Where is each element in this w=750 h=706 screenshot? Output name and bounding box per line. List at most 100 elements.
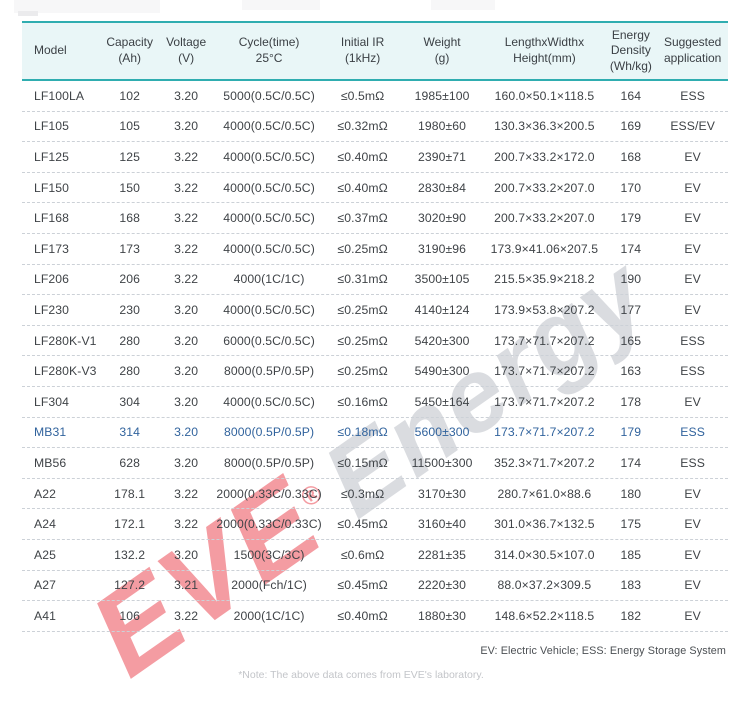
- cell-weight: 1985±100: [414, 88, 470, 103]
- cell-capacity: 280: [119, 364, 140, 379]
- cell-voltage: 3.20: [174, 455, 199, 470]
- cell-cycle: 8000(0.5P/0.5P): [223, 425, 315, 440]
- cropped-artifact-bar: [242, 0, 320, 10]
- cell-density: 170: [620, 180, 642, 195]
- cell-voltage: 3.20: [174, 394, 199, 409]
- cell-ir: ≤0.25mΩ: [337, 364, 388, 379]
- cell-weight: 3160±40: [418, 517, 467, 532]
- cell-voltage: 3.20: [174, 425, 199, 440]
- battery-spec-table: Model Capacity (Ah) Voltage (V) Cycle(time) 25…: [22, 21, 728, 632]
- cell-app: ESS/EV: [670, 119, 715, 134]
- cell-app: ESS: [680, 425, 705, 440]
- table-row-LF280K-V1: LF280K-V1 280 3.20 6000(0.5C/0.5C) ≤0.25mΩ 54…: [22, 326, 728, 357]
- cell-app: EV: [684, 517, 701, 532]
- cell-voltage: 3.20: [174, 119, 199, 134]
- cell-density: 178: [620, 394, 642, 409]
- cell-size: 200.7×33.2×207.0: [494, 211, 595, 226]
- table-row-LF168: LF168 168 3.22 4000(0.5C/0.5C) ≤0.37mΩ 3020±9…: [22, 203, 728, 234]
- cell-app: EV: [684, 302, 701, 317]
- cell-weight: 3020±90: [418, 211, 467, 226]
- column-header-app: Suggested application: [663, 35, 722, 65]
- cell-ir: ≤0.32mΩ: [337, 119, 388, 134]
- cell-voltage: 3.22: [174, 517, 199, 532]
- cell-model: A22: [34, 486, 56, 501]
- cell-size: 173.7×71.7×207.2: [494, 425, 595, 440]
- cell-size: 173.9×53.8×207.2: [494, 302, 595, 317]
- cell-cycle: 4000(0.5C/0.5C): [223, 149, 315, 164]
- cell-capacity: 125: [119, 149, 140, 164]
- table-row-MB31: MB31 314 3.20 8000(0.5P/0.5P) ≤0.18mΩ 5600±30…: [22, 418, 728, 449]
- cell-cycle: 4000(0.5C/0.5C): [223, 211, 315, 226]
- cell-density: 168: [620, 149, 642, 164]
- cell-weight: 3190±96: [418, 241, 467, 256]
- table-row-A27: A27 127.2 3.21 2000(Fch/1C) ≤0.45mΩ 2220±30 88…: [22, 571, 728, 602]
- cell-weight: 11500±300: [411, 455, 473, 470]
- table-row-A24: A24 172.1 3.22 2000(0.33C/0.33C) ≤0.45mΩ 3160…: [22, 509, 728, 540]
- cell-cycle: 6000(0.5C/0.5C): [223, 333, 315, 348]
- cell-size: 173.7×71.7×207.2: [494, 333, 595, 348]
- column-header-capacity: Capacity (Ah): [106, 35, 153, 65]
- cell-voltage: 3.20: [174, 88, 199, 103]
- cell-cycle: 8000(0.5P/0.5P): [223, 455, 315, 470]
- cell-ir: ≤0.5mΩ: [340, 88, 385, 103]
- cell-density: 190: [620, 272, 642, 287]
- cell-app: EV: [684, 394, 701, 409]
- cell-voltage: 3.22: [174, 211, 199, 226]
- cell-density: 177: [620, 302, 642, 317]
- cell-size: 200.7×33.2×207.0: [494, 180, 595, 195]
- cell-density: 180: [620, 486, 642, 501]
- cell-model: LF206: [34, 272, 70, 287]
- cell-model: A41: [34, 608, 56, 623]
- cell-size: 148.6×52.2×118.5: [494, 608, 595, 623]
- column-header-model: Model: [34, 43, 67, 58]
- cell-model: LF173: [34, 241, 70, 256]
- cell-weight: 5600±300: [414, 425, 470, 440]
- cell-ir: ≤0.45mΩ: [337, 578, 388, 593]
- cell-voltage: 3.22: [174, 149, 199, 164]
- cell-capacity: 314: [119, 425, 140, 440]
- cell-model: A24: [34, 517, 56, 532]
- cell-size: 88.0×37.2×309.5: [497, 578, 592, 593]
- cell-capacity: 172.1: [114, 517, 146, 532]
- table-row-LF150: LF150 150 3.22 4000(0.5C/0.5C) ≤0.40mΩ 2830±8…: [22, 173, 728, 204]
- cell-ir: ≤0.31mΩ: [337, 272, 388, 287]
- cell-ir: ≤0.15mΩ: [337, 455, 388, 470]
- cell-size: 130.3×36.3×200.5: [494, 119, 595, 134]
- cell-density: 182: [620, 608, 642, 623]
- cell-size: 352.3×71.7×207.2: [494, 455, 595, 470]
- cell-app: EV: [684, 272, 701, 287]
- cell-ir: ≤0.6mΩ: [340, 547, 385, 562]
- column-header-ir: Initial IR (1kHz): [340, 35, 385, 65]
- cell-voltage: 3.22: [174, 486, 199, 501]
- cell-model: LF168: [34, 211, 70, 226]
- cell-app: ESS: [680, 88, 705, 103]
- cell-capacity: 127.2: [114, 578, 146, 593]
- cell-model: LF125: [34, 149, 70, 164]
- cell-voltage: 3.22: [174, 608, 199, 623]
- cell-app: EV: [684, 486, 701, 501]
- cell-model: LF100LA: [34, 88, 85, 103]
- cell-ir: ≤0.25mΩ: [337, 333, 388, 348]
- cell-density: 179: [620, 425, 642, 440]
- table-row-LF304: LF304 304 3.20 4000(0.5C/0.5C) ≤0.16mΩ 5450±1…: [22, 387, 728, 418]
- cell-density: 183: [620, 578, 642, 593]
- cell-weight: 4140±124: [414, 302, 470, 317]
- cell-voltage: 3.20: [174, 333, 199, 348]
- cell-model: LF280K-V1: [34, 333, 97, 348]
- cell-voltage: 3.20: [174, 364, 199, 379]
- cell-weight: 5420±300: [414, 333, 470, 348]
- column-header-density: Energy Density (Wh/kg): [609, 27, 652, 73]
- cell-ir: ≤0.3mΩ: [340, 486, 385, 501]
- cell-size: 215.5×35.9×218.2: [494, 272, 595, 287]
- column-header-size: LengthxWidthx Height(mm): [504, 35, 585, 65]
- cell-cycle: 2000(Fch/1C): [231, 578, 307, 593]
- cell-cycle: 8000(0.5P/0.5P): [223, 364, 315, 379]
- cell-density: 174: [620, 455, 642, 470]
- cell-capacity: 173: [119, 241, 140, 256]
- cell-weight: 1980±60: [418, 119, 467, 134]
- cell-ir: ≤0.40mΩ: [337, 180, 388, 195]
- cell-capacity: 206: [119, 272, 140, 287]
- cell-capacity: 178.1: [114, 486, 146, 501]
- cell-size: 200.7×33.2×172.0: [494, 149, 595, 164]
- cell-voltage: 3.21: [174, 578, 199, 593]
